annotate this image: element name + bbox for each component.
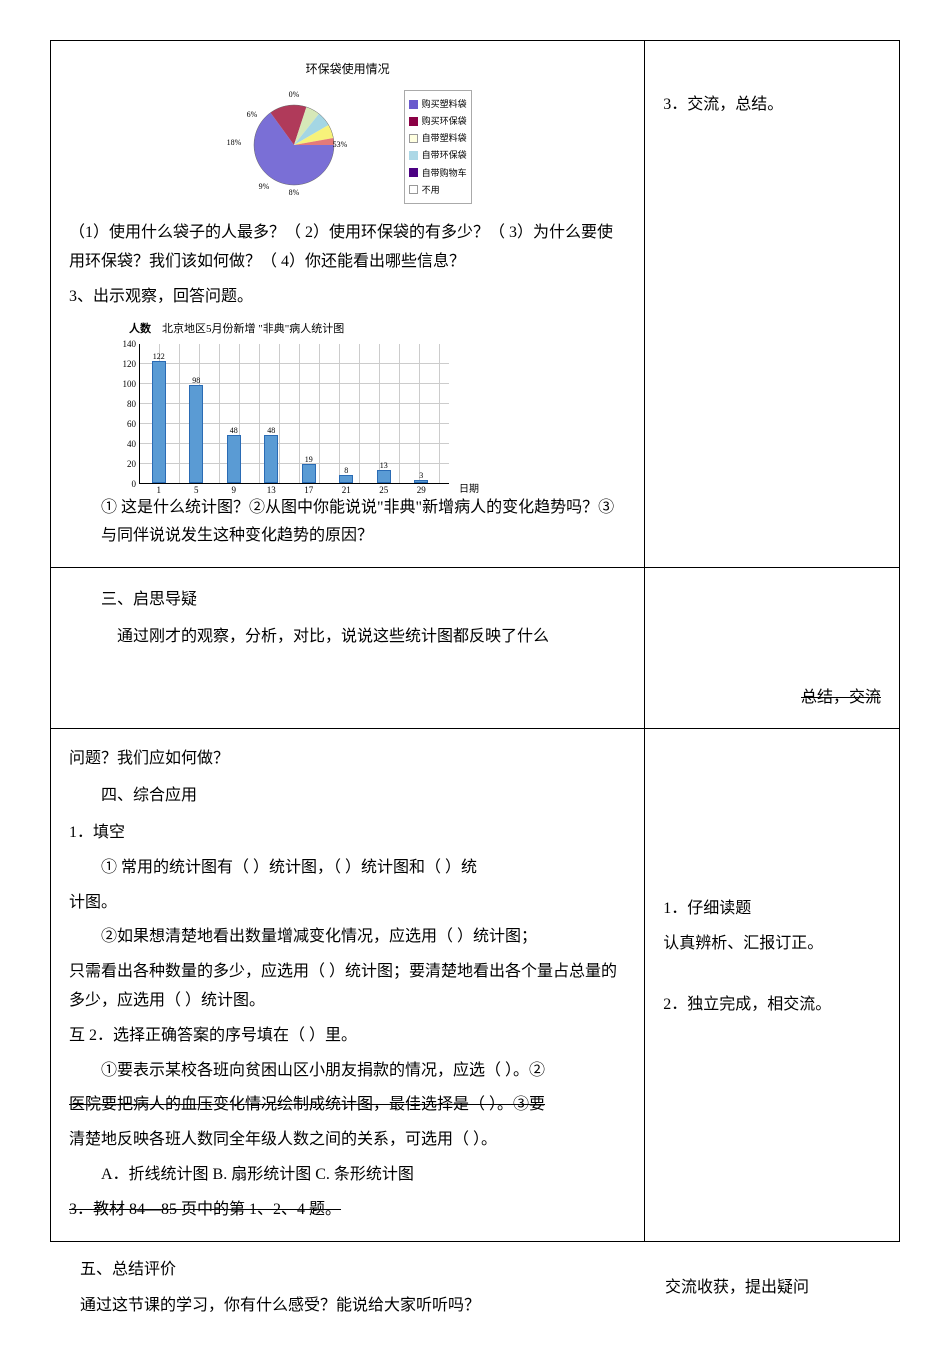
- row1-left-cell: 环保袋使用情况: [51, 41, 645, 568]
- x-tick-label: 21: [342, 482, 351, 498]
- content-table: 环保袋使用情况: [50, 40, 900, 1242]
- pie-label-53: 53%: [332, 140, 347, 149]
- bar-value-label: 13: [380, 459, 388, 473]
- section3-text: 通过刚才的观察，分析，对比，说说这些统计图都反映了什么: [69, 623, 626, 652]
- bar: 3: [414, 480, 428, 483]
- footer-right: 交流收获，提出疑问: [665, 1274, 900, 1303]
- bar-chart-container: 人数 北京地区5月份新增 "非典"病人统计图 日期 02040608010012…: [109, 320, 449, 484]
- legend-item: 自带环保袋: [409, 147, 467, 163]
- pie-label-top: 0%: [288, 90, 299, 99]
- y-tick-label: 0: [110, 475, 136, 491]
- x-tick-label: 1: [157, 482, 162, 498]
- y-axis-name: 人数: [129, 323, 151, 335]
- bar: 19: [302, 464, 316, 483]
- pie-legend: 购买塑料袋 购买环保袋 自带塑料袋 自带环保袋 自带购物车 不用: [404, 90, 472, 204]
- x-tick-label: 25: [379, 482, 388, 498]
- bar: 8: [339, 475, 353, 483]
- legend-item: 购买塑料袋: [409, 96, 467, 112]
- row1-right-cell: 3．交流，总结。: [645, 41, 900, 568]
- pie-label-6: 6%: [246, 110, 257, 119]
- pie-label-8: 8%: [288, 188, 299, 197]
- row2-left-cell: 三、启思导疑 通过刚才的观察，分析，对比，说说这些统计图都反映了什么: [51, 568, 645, 729]
- x-tick-label: 17: [304, 482, 313, 498]
- document-page: 环保袋使用情况: [0, 0, 950, 1367]
- pie-questions: （1）使用什么袋子的人最多？（ 2）使用环保袋的有多少？（ 3）为什么要使用环保…: [69, 219, 626, 277]
- bar-value-label: 98: [192, 374, 200, 388]
- q2-title: 互 2．选择正确答案的序号填在（ ）里。: [69, 1022, 626, 1051]
- q3-strike: 3．教材 84—85 页中的第 1、2、4 题。: [52, 1196, 626, 1225]
- pie-chart-container: 环保袋使用情况: [69, 59, 626, 207]
- q1-1: ① 常用的统计图有（ ）统计图，（ ）统计图和（ ）统: [69, 854, 626, 883]
- bar: 122: [152, 361, 166, 483]
- pie-label-18: 18%: [226, 138, 241, 147]
- legend-item: 自带购物车: [409, 165, 467, 181]
- legend-item: 自带塑料袋: [409, 130, 467, 146]
- section5-text: 通过这节课的学习，你有什么感受？能说给大家听听吗？: [80, 1292, 645, 1321]
- section5-title: 五、总结评价: [80, 1256, 645, 1285]
- row3-right-cell: 1．仔细读题 认真辨析、汇报订正。 2．独立完成，相交流。: [645, 729, 900, 1241]
- legend-label: 不用: [422, 182, 440, 198]
- q2-cont: 清楚地反映各班人数同全年级人数之间的关系，可选用（ ）。: [69, 1126, 626, 1155]
- legend-label: 自带环保袋: [422, 147, 467, 163]
- q1-2: ②如果想清楚地看出数量增减变化情况，应选用（ ）统计图；: [69, 923, 626, 952]
- bar-chart: 日期 0204060801001201401591317212529122984…: [139, 344, 449, 484]
- row2b-right-cell: 总结，交流: [645, 668, 900, 729]
- bar: 13: [377, 470, 391, 483]
- pie-chart-title: 环保袋使用情况: [69, 59, 626, 81]
- y-tick-label: 20: [110, 455, 136, 471]
- q1-1-cont: 计图。: [69, 889, 626, 918]
- legend-label: 购买塑料袋: [422, 96, 467, 112]
- q1-2-cont: 只需看出各种数量的多少，应选用（ ）统计图；要清楚地看出各个量占总量的多少，应选…: [69, 958, 626, 1016]
- pie-label-9: 9%: [258, 182, 269, 191]
- section3-title: 三、启思导疑: [69, 586, 626, 615]
- row2-right-cell: [645, 568, 900, 668]
- bar-value-label: 122: [153, 350, 165, 364]
- bar-value-label: 8: [344, 464, 348, 478]
- y-tick-label: 80: [110, 395, 136, 411]
- y-tick-label: 140: [110, 335, 136, 351]
- legend-label: 自带塑料袋: [422, 130, 467, 146]
- y-tick-label: 120: [110, 355, 136, 371]
- x-tick-label: 9: [232, 482, 237, 498]
- bar-value-label: 19: [305, 453, 313, 467]
- x-axis-name: 日期: [459, 481, 479, 499]
- bar-value-label: 48: [267, 424, 275, 438]
- right-note-1: 3．交流，总结。: [663, 91, 881, 120]
- right-note-strike: 总结，交流: [663, 684, 899, 713]
- legend-label: 自带购物车: [422, 165, 467, 181]
- bar: 48: [264, 435, 278, 483]
- q1-title: 1．填空: [69, 819, 626, 848]
- x-tick-label: 5: [194, 482, 199, 498]
- x-tick-label: 29: [417, 482, 426, 498]
- legend-item: 购买环保袋: [409, 113, 467, 129]
- bar-questions: ① 这是什么统计图？②从图中你能说说"非典"新增病人的变化趋势吗？③与同伴说说发…: [69, 494, 626, 552]
- legend-item: 不用: [409, 182, 467, 198]
- row3-left-cell: 问题？我们应如何做？ 四、综合应用 1．填空 ① 常用的统计图有（ ）统计图，（…: [51, 729, 645, 1241]
- bar-value-label: 3: [419, 469, 423, 483]
- bar-value-label: 48: [230, 424, 238, 438]
- bar: 48: [227, 435, 241, 483]
- y-tick-label: 40: [110, 435, 136, 451]
- legend-label: 购买环保袋: [422, 113, 467, 129]
- section4-title: 四、综合应用: [69, 782, 626, 811]
- y-tick-label: 100: [110, 375, 136, 391]
- bar-chart-title-text: 北京地区5月份新增 "非典"病人统计图: [162, 323, 344, 335]
- x-tick-label: 13: [267, 482, 276, 498]
- right-note-3c: 2．独立完成，相交流。: [663, 991, 881, 1020]
- q2-strike: 医院要把病人的血压变化情况绘制成统计图，最佳选择是（ ）。③要: [52, 1091, 626, 1120]
- y-tick-label: 60: [110, 415, 136, 431]
- bar-chart-title: 人数 北京地区5月份新增 "非典"病人统计图: [129, 320, 449, 340]
- pie-chart: 0% 6% 18% 53% 9% 8%: [224, 87, 364, 208]
- row2-continuation: 问题？我们应如何做？: [69, 745, 626, 774]
- right-note-3a: 1．仔细读题: [663, 895, 881, 924]
- q2-1: ①要表示某校各班向贫困山区小朋友捐款的情况，应选（ ）。②: [69, 1057, 626, 1086]
- footer-row: 五、总结评价 通过这节课的学习，你有什么感受？能说给大家听听吗？ 交流收获，提出…: [50, 1242, 900, 1328]
- q2-options: A．折线统计图 B. 扇形统计图 C. 条形统计图: [69, 1161, 626, 1190]
- bar: 98: [189, 385, 203, 483]
- q3-title: 3、出示观察，回答问题。: [69, 283, 626, 312]
- right-note-3b: 认真辨析、汇报订正。: [663, 930, 881, 959]
